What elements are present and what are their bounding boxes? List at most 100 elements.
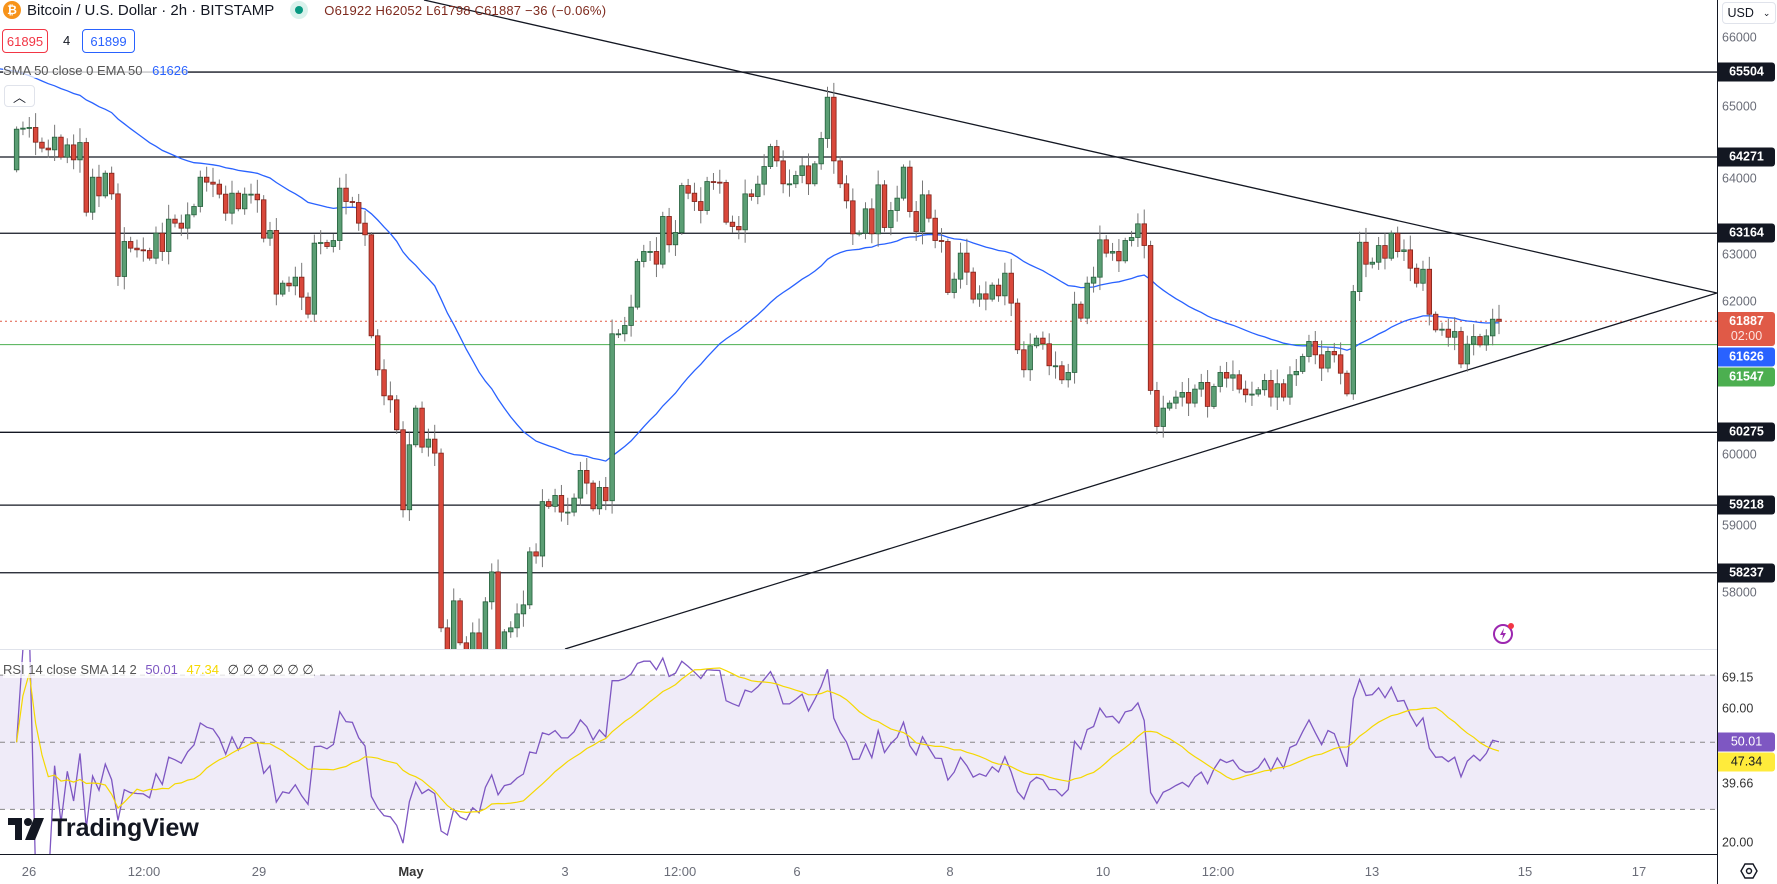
candle-down bbox=[1236, 374, 1242, 390]
ema-legend[interactable]: SMA 50 close 0 EMA 50 61626 bbox=[3, 63, 189, 78]
candle-up bbox=[13, 128, 20, 171]
candle-down bbox=[546, 501, 552, 507]
pane-separator[interactable] bbox=[0, 649, 1777, 650]
candle-down bbox=[210, 181, 216, 185]
candle-down bbox=[1337, 354, 1344, 374]
candle-up bbox=[1293, 371, 1299, 376]
candle-up bbox=[989, 284, 995, 300]
candle-up bbox=[862, 208, 869, 234]
candle-down bbox=[134, 247, 140, 251]
chart-header: ₿ Bitcoin / U.S. Dollar · 2h · BITSTAMP … bbox=[0, 0, 606, 20]
candle-up bbox=[336, 187, 343, 241]
candle-up bbox=[1388, 232, 1395, 259]
candle-down bbox=[1008, 272, 1014, 304]
candle-up bbox=[1325, 351, 1331, 369]
candle-down bbox=[32, 127, 39, 143]
candle-up bbox=[1179, 392, 1185, 398]
currency-select[interactable]: USD ⌄ bbox=[1722, 2, 1776, 24]
candle-down bbox=[653, 251, 660, 265]
candle-down bbox=[108, 172, 115, 195]
buy-button[interactable]: 61899 bbox=[82, 29, 135, 53]
sell-button[interactable]: 61895 bbox=[2, 29, 48, 53]
time-tick-label: 29 bbox=[251, 864, 267, 879]
candle-up bbox=[191, 206, 197, 216]
candle-up bbox=[184, 214, 191, 229]
candle-up bbox=[900, 166, 907, 199]
time-tick-label: 17 bbox=[1631, 864, 1647, 879]
candle-down bbox=[1445, 328, 1452, 338]
candle-down bbox=[1268, 380, 1274, 398]
price-tick-label: 63000 bbox=[1722, 247, 1757, 262]
candle-down bbox=[1078, 303, 1084, 319]
candle-up bbox=[818, 138, 824, 165]
candle-down bbox=[533, 551, 539, 557]
candle-down bbox=[343, 187, 349, 202]
collapse-legend-button[interactable]: ︿ bbox=[4, 85, 35, 107]
candle-down bbox=[843, 183, 850, 202]
candle-up bbox=[165, 218, 172, 252]
candle-up bbox=[647, 251, 653, 253]
candle-up bbox=[89, 176, 96, 213]
ema-price-label: 61626 bbox=[1718, 347, 1775, 367]
candle-up bbox=[121, 241, 128, 277]
settings-icon[interactable] bbox=[1740, 862, 1758, 880]
candle-up bbox=[565, 511, 571, 514]
candle-up bbox=[1350, 291, 1356, 395]
symbol-title[interactable]: Bitcoin / U.S. Dollar · 2h · BITSTAMP bbox=[27, 1, 275, 19]
rsi-sma-value: 47.34 bbox=[186, 662, 220, 677]
candle-down bbox=[1407, 249, 1414, 269]
candle-up bbox=[1198, 382, 1204, 390]
candle-down bbox=[1147, 245, 1154, 391]
market-open-icon bbox=[290, 1, 309, 19]
candle-down bbox=[83, 142, 89, 213]
candle-up bbox=[1356, 241, 1363, 292]
candle-up bbox=[660, 216, 666, 265]
candle-down bbox=[58, 136, 64, 158]
candle-down bbox=[235, 192, 242, 210]
candle-down bbox=[45, 147, 51, 151]
rsi-chart[interactable] bbox=[0, 650, 1717, 854]
lightning-alert-icon[interactable] bbox=[1492, 621, 1516, 645]
candle-down bbox=[1331, 351, 1337, 356]
candle-down bbox=[355, 202, 362, 224]
bitcoin-icon: ₿ bbox=[3, 1, 21, 19]
candle-up bbox=[786, 183, 793, 186]
green-price-label: 61547 bbox=[1718, 367, 1775, 387]
candle-down bbox=[70, 144, 77, 161]
candle-down bbox=[1014, 302, 1021, 351]
candle-down bbox=[159, 232, 166, 252]
candle-up bbox=[508, 627, 514, 633]
candle-up bbox=[1109, 251, 1116, 254]
time-axis[interactable] bbox=[0, 854, 1717, 884]
candle-down bbox=[850, 200, 856, 235]
candle-down bbox=[748, 193, 755, 197]
price-tick-label: 65000 bbox=[1722, 99, 1757, 114]
candle-down bbox=[1046, 343, 1052, 367]
candle-down bbox=[203, 176, 210, 183]
candle-up bbox=[1027, 345, 1033, 371]
tradingview-logo[interactable]: TradingView bbox=[8, 814, 199, 843]
candle-up bbox=[470, 632, 476, 649]
level-price-label: 58237 bbox=[1718, 563, 1775, 583]
candle-up bbox=[894, 197, 900, 211]
candle-down bbox=[698, 201, 704, 211]
candle-up bbox=[679, 185, 685, 233]
candle-down bbox=[1477, 336, 1483, 346]
candle-down bbox=[1223, 372, 1230, 379]
upper-trendline bbox=[423, 0, 1717, 294]
candle-up bbox=[451, 600, 457, 649]
candle-up bbox=[520, 604, 527, 615]
candle-up bbox=[292, 276, 299, 287]
candle-up bbox=[577, 470, 584, 499]
price-chart[interactable] bbox=[0, 0, 1717, 649]
last-price-label: 61887 02:00 bbox=[1718, 312, 1775, 347]
candle-down bbox=[685, 185, 691, 194]
candle-up bbox=[1002, 272, 1008, 297]
candle-up bbox=[672, 232, 679, 246]
candle-down bbox=[432, 438, 438, 454]
price-tick-label: 62000 bbox=[1722, 294, 1757, 309]
rsi-legend[interactable]: RSI 14 close SMA 14 2 50.01 47.34 ∅ ∅ ∅ … bbox=[3, 662, 314, 678]
candle-down bbox=[970, 271, 976, 300]
candle-up bbox=[976, 293, 983, 300]
candle-down bbox=[938, 240, 945, 242]
